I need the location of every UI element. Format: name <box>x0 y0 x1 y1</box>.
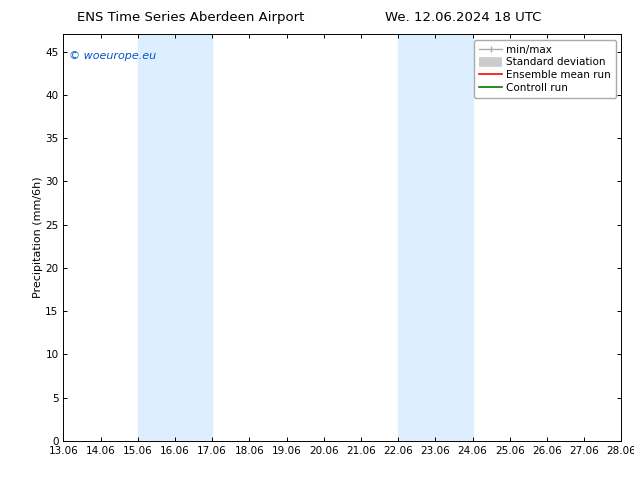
Y-axis label: Precipitation (mm/6h): Precipitation (mm/6h) <box>32 177 42 298</box>
Text: We. 12.06.2024 18 UTC: We. 12.06.2024 18 UTC <box>385 11 541 24</box>
Bar <box>398 34 472 441</box>
Text: © woeurope.eu: © woeurope.eu <box>69 50 156 61</box>
Legend: min/max, Standard deviation, Ensemble mean run, Controll run: min/max, Standard deviation, Ensemble me… <box>474 40 616 98</box>
Text: ENS Time Series Aberdeen Airport: ENS Time Series Aberdeen Airport <box>77 11 304 24</box>
Bar <box>138 34 212 441</box>
